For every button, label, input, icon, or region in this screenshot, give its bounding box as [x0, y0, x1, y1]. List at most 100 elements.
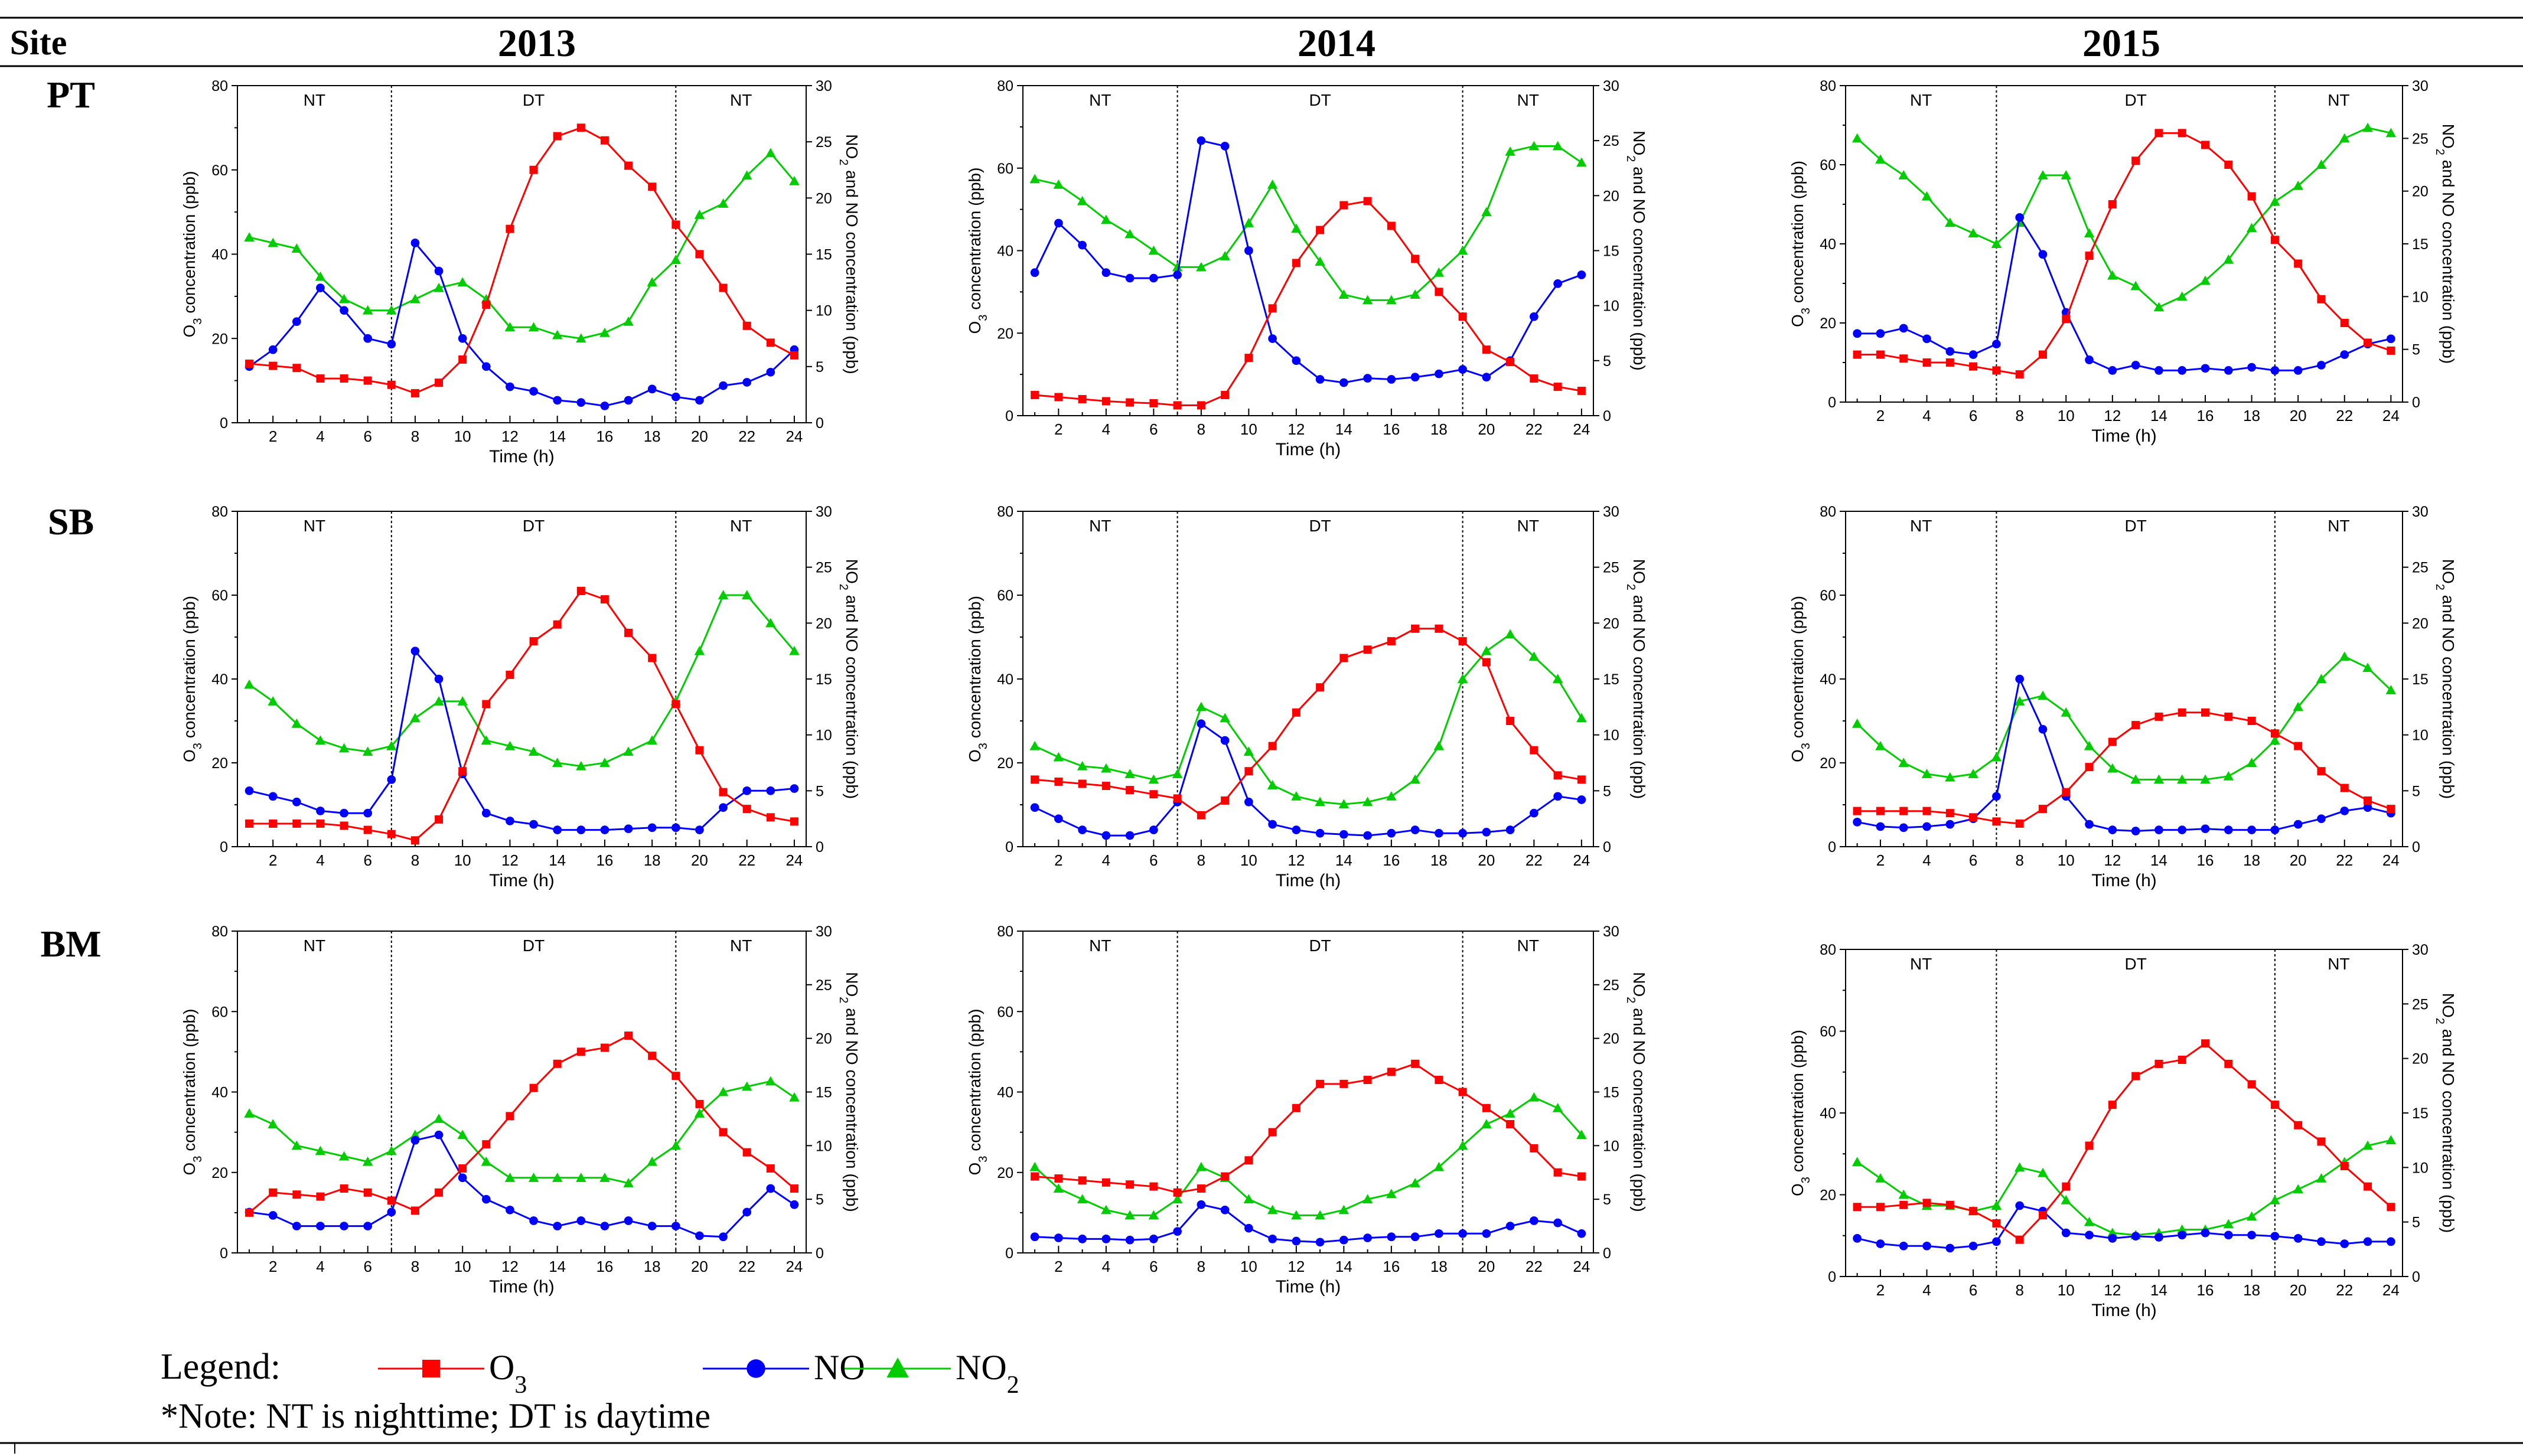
x-axis-label: Time (h) [1276, 871, 1341, 890]
y-left-axis-label-main: O [1788, 1183, 1807, 1196]
point-no [790, 784, 799, 793]
point-o3 [292, 1190, 301, 1199]
point-no2 [2107, 763, 2118, 773]
point-no2 [765, 618, 776, 628]
x-tick-label: 22 [738, 851, 755, 869]
point-o3 [269, 1188, 278, 1197]
point-o3 [600, 1043, 609, 1052]
year-header-2013: 2013 [498, 22, 576, 65]
point-no [1435, 369, 1443, 378]
point-no2 [552, 758, 563, 767]
point-no [1268, 820, 1277, 829]
point-no [553, 1222, 562, 1230]
series-line-no2 [1856, 126, 2391, 308]
point-o3 [2270, 236, 2279, 244]
point-no [2293, 820, 2303, 829]
point-no2 [623, 316, 634, 326]
point-no [671, 823, 680, 833]
x-tick-label: 2 [269, 851, 277, 869]
x-tick-label: 18 [2243, 1281, 2260, 1299]
point-no2 [362, 305, 373, 315]
y-right-axis-label-rest: and NO concentration (ppb) [1630, 590, 1648, 799]
x-tick-label: 18 [644, 851, 661, 869]
point-o3 [245, 819, 254, 828]
plot-frame [1022, 511, 1594, 847]
point-o3 [2178, 129, 2186, 138]
y-left-axis-label: O3 concentration (ppb) [1788, 596, 1813, 762]
x-tick-label: 24 [1573, 851, 1590, 869]
plot-frame [237, 85, 807, 423]
point-no2 [2061, 707, 2072, 717]
point-no2 [1148, 1210, 1159, 1220]
point-o3 [1922, 358, 1931, 367]
y-left-tick-label: 0 [1828, 839, 1836, 856]
y-left-tick-label: 20 [211, 1165, 228, 1181]
point-no [553, 396, 562, 405]
y-right-axis-label: NO2 and NO concentration (ppb) [2433, 124, 2457, 364]
x-tick-label: 14 [1335, 851, 1352, 869]
y-right-tick-label: 30 [2412, 942, 2429, 958]
period-label-dt: DT [2124, 517, 2146, 535]
point-no2 [1291, 223, 1302, 233]
point-no2 [2223, 1219, 2234, 1229]
point-no [2224, 825, 2233, 834]
point-no [1339, 378, 1348, 387]
point-o3 [1992, 366, 2001, 375]
point-no2 [1991, 752, 2002, 762]
x-axis-label: Time (h) [1276, 1277, 1341, 1297]
point-o3 [742, 805, 751, 814]
point-no [387, 1207, 396, 1217]
point-no2 [410, 1129, 420, 1140]
point-no2 [2130, 280, 2141, 290]
point-o3 [1899, 807, 1908, 815]
point-o3 [2154, 129, 2163, 138]
series-line-no [1034, 722, 1582, 837]
y-right-tick-label: 10 [816, 1138, 832, 1154]
point-o3 [245, 360, 254, 368]
period-label-nt: NT [304, 517, 325, 535]
legend-text-o3-main: O [489, 1348, 514, 1387]
point-o3 [1899, 1200, 1908, 1209]
point-o3 [790, 351, 798, 360]
x-tick-label: 4 [1102, 851, 1110, 869]
y-left-axis-label: O3 concentration (ppb) [1788, 161, 1813, 327]
point-no2 [1945, 217, 1955, 227]
point-o3 [1031, 391, 1039, 400]
point-o3 [1316, 226, 1325, 234]
point-no2 [1875, 740, 1886, 750]
y-right-tick-label: 30 [816, 923, 832, 940]
point-no2 [599, 327, 610, 337]
y-left-tick-label: 60 [1820, 157, 1836, 174]
x-tick-label: 12 [2104, 407, 2121, 425]
point-o3 [506, 224, 514, 233]
point-o3 [2247, 717, 2256, 725]
point-no [600, 401, 609, 410]
period-label-nt: NT [304, 936, 325, 955]
x-tick-label: 14 [549, 1258, 566, 1275]
point-no [316, 283, 325, 292]
x-tick-label: 2 [1054, 1258, 1062, 1275]
y-right-tick-label: 0 [2412, 839, 2420, 856]
x-tick-label: 22 [2336, 407, 2353, 425]
point-no [1876, 1239, 1885, 1248]
point-no [434, 674, 444, 684]
y-right-axis-label-main: NO [843, 559, 861, 584]
x-tick-label: 20 [691, 851, 708, 869]
series-line-no2 [249, 1080, 795, 1184]
point-no [2317, 1237, 2326, 1246]
site-column-header: Site [10, 23, 67, 62]
point-no2 [2246, 758, 2257, 767]
point-no2 [1457, 674, 1468, 683]
x-tick-label: 20 [2290, 1281, 2307, 1299]
x-tick-label: 6 [363, 851, 371, 869]
y-left-axis-label-rest: concentration (ppb) [180, 596, 198, 743]
x-tick-label: 12 [1287, 1258, 1305, 1275]
period-label-dt: DT [2124, 955, 2146, 973]
point-o3 [1054, 393, 1063, 401]
point-o3 [1387, 1067, 1396, 1076]
y-left-tick-label: 60 [997, 1004, 1013, 1020]
point-no2 [338, 293, 350, 303]
point-o3 [316, 819, 325, 828]
point-no [529, 820, 538, 829]
